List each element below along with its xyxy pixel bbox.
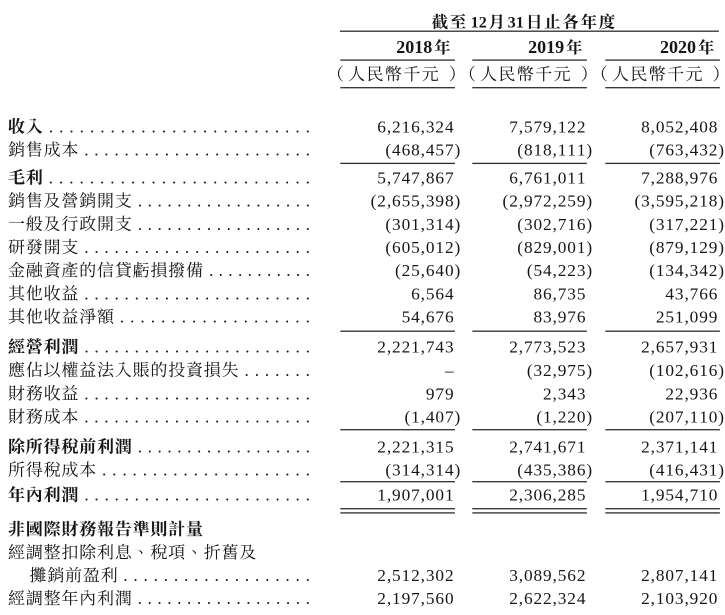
svg-text:(3,595,218): (3,595,218) xyxy=(634,192,724,211)
svg-text:.....................: ..................... xyxy=(102,461,310,480)
svg-text:43,766: 43,766 xyxy=(665,284,717,303)
svg-text:7,288,976: 7,288,976 xyxy=(641,168,718,187)
svg-text:(416,431): (416,431) xyxy=(649,461,724,480)
svg-text:.......................: ....................... xyxy=(84,284,310,303)
svg-text:(2,655,398): (2,655,398) xyxy=(371,192,461,211)
svg-text:(102,616): (102,616) xyxy=(649,361,724,380)
svg-text:2,221,743: 2,221,743 xyxy=(377,338,453,357)
svg-text:2,622,324: 2,622,324 xyxy=(509,589,586,608)
svg-text:(879,129): (879,129) xyxy=(649,238,724,257)
svg-text:(54,223): (54,223) xyxy=(527,261,592,280)
svg-text:2,657,931: 2,657,931 xyxy=(641,338,717,357)
svg-text:2020: 2020 xyxy=(660,37,696,57)
svg-text:3,089,562: 3,089,562 xyxy=(509,566,585,585)
svg-text:2,807,141: 2,807,141 xyxy=(641,566,717,585)
svg-text:5,747,867: 5,747,867 xyxy=(377,168,454,187)
svg-text:2,371,141: 2,371,141 xyxy=(641,438,717,457)
svg-text:2,103,920: 2,103,920 xyxy=(641,589,717,608)
svg-text:(314,314): (314,314) xyxy=(385,461,460,480)
svg-text:8,052,408: 8,052,408 xyxy=(641,117,717,136)
svg-text:(605,012): (605,012) xyxy=(385,238,460,257)
svg-text:(301,314): (301,314) xyxy=(385,215,460,234)
svg-text:(32,975): (32,975) xyxy=(527,361,592,380)
svg-text:83,976: 83,976 xyxy=(533,308,585,327)
svg-text:2,343: 2,343 xyxy=(543,384,585,403)
svg-text:.......................: ....................... xyxy=(84,338,310,357)
svg-text:(1,407): (1,407) xyxy=(404,408,460,427)
svg-text:2,512,302: 2,512,302 xyxy=(377,566,453,585)
svg-text:(468,457): (468,457) xyxy=(385,141,460,160)
svg-text:.......................: ....................... xyxy=(84,486,310,505)
svg-text:2,773,523: 2,773,523 xyxy=(509,338,585,357)
svg-text:2,306,285: 2,306,285 xyxy=(509,486,585,505)
svg-text:251,099: 251,099 xyxy=(656,308,718,327)
svg-text:6,761,011: 6,761,011 xyxy=(509,168,585,187)
svg-text:(818,111): (818,111) xyxy=(517,141,592,160)
svg-text:–: – xyxy=(444,361,454,380)
svg-text:(1,220): (1,220) xyxy=(536,408,592,427)
svg-text:2,221,315: 2,221,315 xyxy=(377,438,453,457)
svg-text:(302,716): (302,716) xyxy=(517,215,592,234)
svg-text:6,564: 6,564 xyxy=(411,284,454,303)
svg-text:22,936: 22,936 xyxy=(665,384,717,403)
svg-text:7,579,122: 7,579,122 xyxy=(509,117,585,136)
svg-text:2,197,560: 2,197,560 xyxy=(377,589,453,608)
svg-text:86,735: 86,735 xyxy=(533,284,585,303)
svg-text:1,907,001: 1,907,001 xyxy=(377,486,453,505)
svg-text:.......................: ....................... xyxy=(84,408,310,427)
svg-text:.......................: ....................... xyxy=(84,141,310,160)
svg-text:(25,640): (25,640) xyxy=(395,261,460,280)
svg-text:.......................: ....................... xyxy=(84,384,310,403)
svg-text:(2,972,259): (2,972,259) xyxy=(503,192,593,211)
svg-text:54,676: 54,676 xyxy=(402,308,454,327)
svg-text:(317,221): (317,221) xyxy=(649,215,724,234)
svg-text:6,216,324: 6,216,324 xyxy=(377,117,454,136)
svg-text:31: 31 xyxy=(508,14,524,32)
svg-text:2018: 2018 xyxy=(396,37,432,57)
svg-text:12: 12 xyxy=(471,14,487,32)
svg-text:(763,432): (763,432) xyxy=(649,141,724,160)
svg-text:(134,342): (134,342) xyxy=(649,261,724,280)
svg-text:2,741,671: 2,741,671 xyxy=(509,438,585,457)
svg-text:1,954,710: 1,954,710 xyxy=(641,486,717,505)
svg-text:979: 979 xyxy=(426,384,454,403)
svg-text:(829,001): (829,001) xyxy=(517,238,592,257)
svg-text:.......................: ....................... xyxy=(84,238,310,257)
svg-text:2019: 2019 xyxy=(528,37,564,57)
svg-text:(207,110): (207,110) xyxy=(649,408,724,427)
svg-text:(435,386): (435,386) xyxy=(517,461,592,480)
